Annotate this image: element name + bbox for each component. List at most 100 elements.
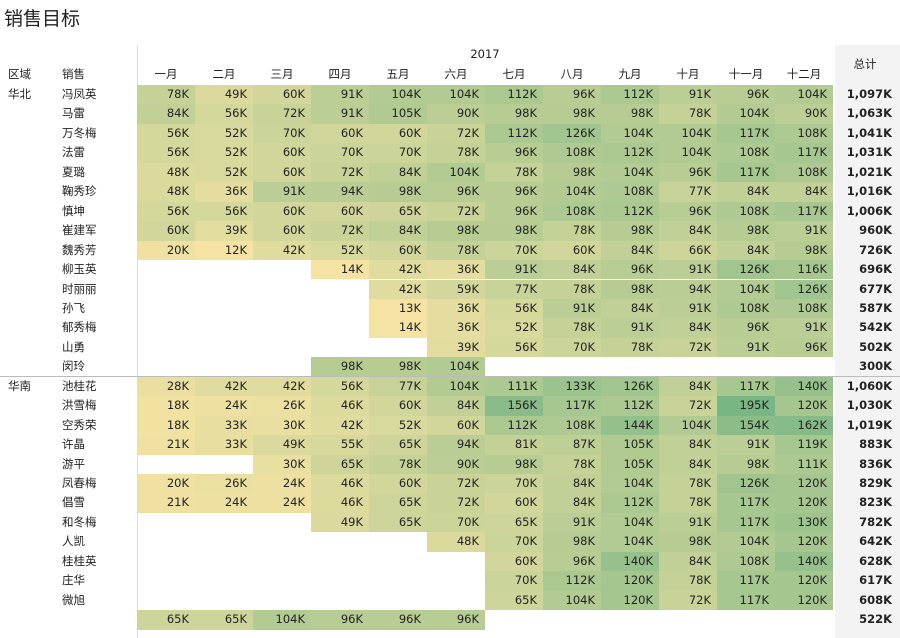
heat-cell — [485, 221, 543, 241]
cell-value: 133K — [565, 378, 596, 393]
heat-cell — [369, 260, 427, 280]
cell-value: 70K — [514, 242, 537, 257]
cell-value: 65K — [166, 612, 189, 627]
heat-cell — [659, 532, 717, 552]
row-total: 782K — [859, 514, 892, 529]
cell-value: 105K — [623, 437, 654, 452]
sales-name: 庄华 — [62, 573, 85, 588]
heat-cell — [311, 260, 369, 280]
cell-value: 56K — [166, 145, 189, 160]
cell-value: 108K — [739, 300, 770, 315]
heat-cell — [775, 454, 833, 474]
cell-value: 104K — [565, 592, 596, 607]
heat-cell — [195, 143, 253, 163]
cell-value: 104K — [623, 476, 654, 490]
cell-value: 39K — [456, 339, 479, 354]
cell-value: 98K — [514, 106, 537, 121]
heat-cell — [485, 260, 543, 280]
heat-cell — [717, 454, 775, 474]
cell-value: 65K — [398, 514, 421, 529]
cell-value: 84K — [630, 300, 653, 315]
heat-cell — [311, 512, 369, 533]
heat-cell — [601, 512, 659, 533]
cell-value: 84K — [456, 398, 479, 413]
heat-cell — [137, 415, 195, 436]
cell-value: 111K — [507, 378, 538, 393]
heat-cell — [427, 376, 485, 397]
heat-cell — [311, 357, 369, 377]
cell-value: 60K — [572, 242, 595, 257]
heat-cell — [427, 221, 485, 241]
sales-name: 池桂花 — [62, 378, 97, 393]
heat-cell — [601, 182, 659, 202]
row-total: 1,060K — [846, 378, 892, 393]
cell-value: 104K — [275, 612, 306, 627]
heat-cell — [601, 123, 659, 144]
heat-cell — [717, 551, 775, 572]
sales-name: 慎坤 — [62, 203, 85, 218]
cell-value: 126K — [565, 125, 596, 140]
heat-cell — [601, 298, 659, 319]
cell-value: 84K — [688, 553, 711, 568]
heat-cell — [427, 610, 485, 630]
heat-cell — [485, 162, 543, 183]
sales-name: 和冬梅 — [62, 514, 97, 529]
heat-cell — [369, 240, 427, 261]
cell-value: 96K — [804, 339, 827, 354]
cell-value: 42K — [282, 378, 305, 393]
cell-value: 52K — [224, 164, 247, 179]
heat-cell — [775, 337, 833, 358]
month-header: 五月 — [386, 67, 410, 81]
cell-value: 60K — [398, 398, 421, 413]
heat-cell — [543, 590, 601, 611]
heat-cell — [659, 512, 717, 533]
row-total: 1,063K — [846, 106, 892, 121]
cell-value: 49K — [340, 514, 363, 529]
cell-value: 98K — [688, 534, 711, 549]
cell-value: 91K — [630, 320, 653, 335]
cell-value: 87K — [572, 437, 595, 452]
cell-value: 96K — [456, 612, 479, 627]
cell-value: 42K — [398, 262, 421, 277]
heat-cell — [369, 610, 427, 630]
sales-name: 马雷 — [62, 106, 85, 121]
sales-name: 孙飞 — [62, 300, 85, 315]
cell-value: 108K — [797, 164, 828, 179]
heat-cell — [659, 123, 717, 144]
cell-value: 112K — [507, 125, 538, 140]
cell-value: 90K — [456, 456, 479, 471]
sales-name: 鞠秀珍 — [62, 184, 97, 199]
heat-cell — [369, 298, 427, 319]
heat-cell — [369, 104, 427, 124]
heat-cell — [485, 85, 543, 105]
row-total: 608K — [859, 592, 892, 607]
cell-value: 91K — [688, 262, 711, 277]
heat-cell — [543, 201, 601, 222]
cell-value: 126K — [739, 476, 770, 490]
title: 销售目标 — [4, 8, 81, 30]
cell-value: 70K — [514, 476, 537, 490]
heat-cell — [601, 143, 659, 163]
heat-cell — [369, 512, 427, 533]
heat-cell — [369, 435, 427, 455]
heat-cell — [427, 162, 485, 183]
heat-cell — [543, 337, 601, 358]
heat-cell — [543, 221, 601, 241]
heat-cell — [427, 182, 485, 202]
heat-cell — [659, 162, 717, 183]
row-total: 829K — [859, 476, 892, 490]
heat-cell — [543, 571, 601, 591]
heat-cell — [717, 298, 775, 319]
heat-cell — [311, 240, 369, 261]
cell-value: 70K — [282, 125, 305, 140]
cell-value: 42K — [224, 378, 247, 393]
month-header: 一月 — [154, 67, 178, 81]
cell-value: 28K — [166, 378, 189, 393]
heat-cell — [659, 571, 717, 591]
heat-cell — [775, 85, 833, 105]
cell-value: 104K — [623, 514, 654, 529]
cell-value: 36K — [224, 184, 247, 199]
cell-value: 104K — [681, 125, 712, 140]
cell-value: 96K — [630, 262, 653, 277]
cell-value: 108K — [623, 184, 654, 199]
